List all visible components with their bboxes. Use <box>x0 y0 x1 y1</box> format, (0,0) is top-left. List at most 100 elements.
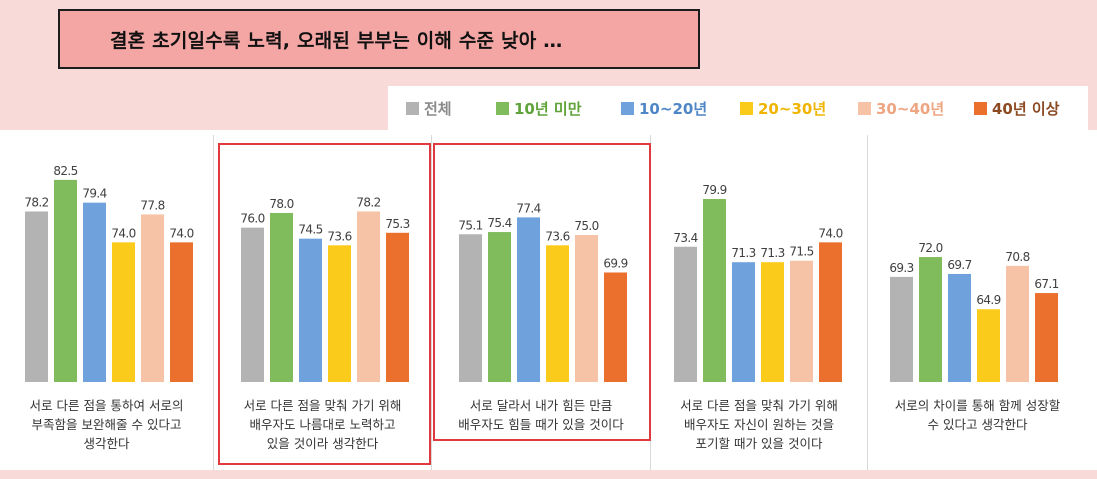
panel-divider <box>213 135 214 470</box>
legend-swatch-over40 <box>974 101 987 115</box>
bar-value-label: 74.0 <box>111 226 135 240</box>
bar-value-label: 75.4 <box>487 216 511 230</box>
chart-title: 결혼 초기일수록 노력, 오래된 부부는 이해 수준 낮아 … <box>110 29 563 52</box>
bar <box>54 179 77 382</box>
bar-value-label: 69.7 <box>947 258 971 272</box>
caption-line: 생각한다 <box>83 436 130 451</box>
bar-value-label: 74.0 <box>169 226 193 240</box>
bar-value-label: 74.0 <box>818 226 842 240</box>
legend-item-10to20: 10~20년 <box>621 86 707 130</box>
bar <box>819 242 842 382</box>
legend-item-over40: 40년 이상 <box>974 86 1060 130</box>
bar-value-label: 72.0 <box>918 241 942 255</box>
bar-value-label: 71.3 <box>760 246 784 260</box>
caption-line: 부족함을 보완해줄 수 있다고 <box>31 417 182 432</box>
panel-divider <box>867 135 868 470</box>
bar <box>977 309 1000 382</box>
legend-item-20to30: 20~30년 <box>740 86 826 130</box>
bar <box>546 245 569 382</box>
group-caption-3: 서로 달라서 내가 힘든 만큼 배우자도 힘들 때가 있을 것이다 <box>432 396 650 434</box>
bar <box>703 198 726 382</box>
caption-line: 서로 다른 점을 맞춰 가기 위해 <box>243 398 402 413</box>
caption-line: 서로의 차이를 통해 함께 성장할 <box>894 398 1061 413</box>
bar-value-label: 69.9 <box>603 256 627 270</box>
bar-value-label: 82.5 <box>53 164 77 178</box>
bar-value-label: 75.1 <box>458 218 482 232</box>
legend-label-over40: 40년 이상 <box>992 99 1060 118</box>
bar-value-label: 77.4 <box>516 201 540 215</box>
bar <box>386 232 409 382</box>
bar-value-label: 70.8 <box>1005 250 1029 264</box>
bar-value-label: 73.6 <box>327 229 351 243</box>
bar-value-label: 71.5 <box>789 245 813 259</box>
group-caption-4: 서로 다른 점을 맞춰 가기 위해 배우자도 자신이 원하는 것을 포기할 때가… <box>651 396 867 453</box>
bar <box>890 276 913 382</box>
group-caption-2: 서로 다른 점을 맞춰 가기 위해 배우자도 나름대로 노력하고 있을 것이라 … <box>214 396 431 453</box>
legend-swatch-30to40 <box>858 101 871 115</box>
bar-value-label: 74.5 <box>298 223 322 237</box>
bar <box>948 273 971 382</box>
legend-swatch-10to20 <box>621 101 634 115</box>
bar <box>790 260 813 382</box>
caption-line: 배우자도 나름대로 노력하고 <box>249 417 396 432</box>
bar <box>170 242 193 382</box>
bar <box>517 217 540 382</box>
bar <box>604 272 627 382</box>
bar-value-label: 79.4 <box>82 187 106 201</box>
caption-line: 배우자도 자신이 원하는 것을 <box>684 417 834 432</box>
bar <box>141 214 164 382</box>
group-caption-5: 서로의 차이를 통해 함께 성장할 수 있다고 생각한다 <box>868 396 1087 434</box>
panel-divider <box>431 135 432 470</box>
legend-label-total: 전체 <box>424 99 452 118</box>
bar <box>488 232 511 382</box>
bar-value-label: 69.3 <box>889 261 913 275</box>
bar <box>732 262 755 382</box>
highlight-box-group-3 <box>433 143 651 441</box>
bar <box>1035 293 1058 382</box>
bar-value-label: 79.9 <box>702 183 726 197</box>
bar <box>459 234 482 382</box>
bar <box>919 257 942 382</box>
legend-label-10to20: 10~20년 <box>639 99 708 118</box>
bar-value-label: 73.6 <box>545 229 569 243</box>
bar <box>112 242 135 382</box>
caption-line: 서로 달라서 내가 힘든 만큼 <box>469 398 613 413</box>
bar-value-label: 75.3 <box>385 217 409 231</box>
bar <box>1006 265 1029 382</box>
highlight-box-group-2 <box>218 143 431 465</box>
bar <box>328 245 351 382</box>
group-caption-1: 서로 다른 점을 통하여 서로의 부족함을 보완해줄 수 있다고 생각한다 <box>0 396 213 453</box>
bar-value-label: 73.4 <box>673 231 697 245</box>
legend-item-under10: 10년 미만 <box>496 86 582 130</box>
bar-value-label: 78.2 <box>24 195 48 209</box>
legend-label-under10: 10년 미만 <box>514 99 582 118</box>
bar <box>674 246 697 382</box>
bar-value-label: 75.0 <box>574 219 598 233</box>
bar-value-label: 67.1 <box>1034 277 1058 291</box>
legend-swatch-under10 <box>496 101 509 115</box>
bar <box>761 262 784 382</box>
legend-item-total: 전체 <box>406 86 452 130</box>
caption-line: 포기할 때가 있을 것이다 <box>695 436 823 451</box>
bar-value-label: 76.0 <box>240 212 264 226</box>
bar-value-label: 78.2 <box>356 195 380 209</box>
caption-line: 배우자도 힘들 때가 있을 것이다 <box>458 417 624 432</box>
legend-swatch-20to30 <box>740 101 753 115</box>
legend-swatch-total <box>406 101 419 115</box>
bar <box>83 202 106 382</box>
legend-label-30to40: 30~40년 <box>876 99 945 118</box>
bar <box>575 235 598 382</box>
legend-label-20to30: 20~30년 <box>758 99 827 118</box>
caption-line: 수 있다고 생각한다 <box>927 417 1028 432</box>
bar <box>241 227 264 382</box>
bar <box>270 212 293 382</box>
bar <box>357 211 380 382</box>
caption-line: 서로 다른 점을 통하여 서로의 <box>29 398 184 413</box>
bar-value-label: 78.0 <box>269 197 293 211</box>
bar-value-label: 77.8 <box>140 198 164 212</box>
caption-line: 있을 것이라 생각한다 <box>266 436 379 451</box>
bar <box>25 211 48 382</box>
bar <box>299 238 322 382</box>
caption-line: 서로 다른 점을 맞춰 가기 위해 <box>680 398 838 413</box>
